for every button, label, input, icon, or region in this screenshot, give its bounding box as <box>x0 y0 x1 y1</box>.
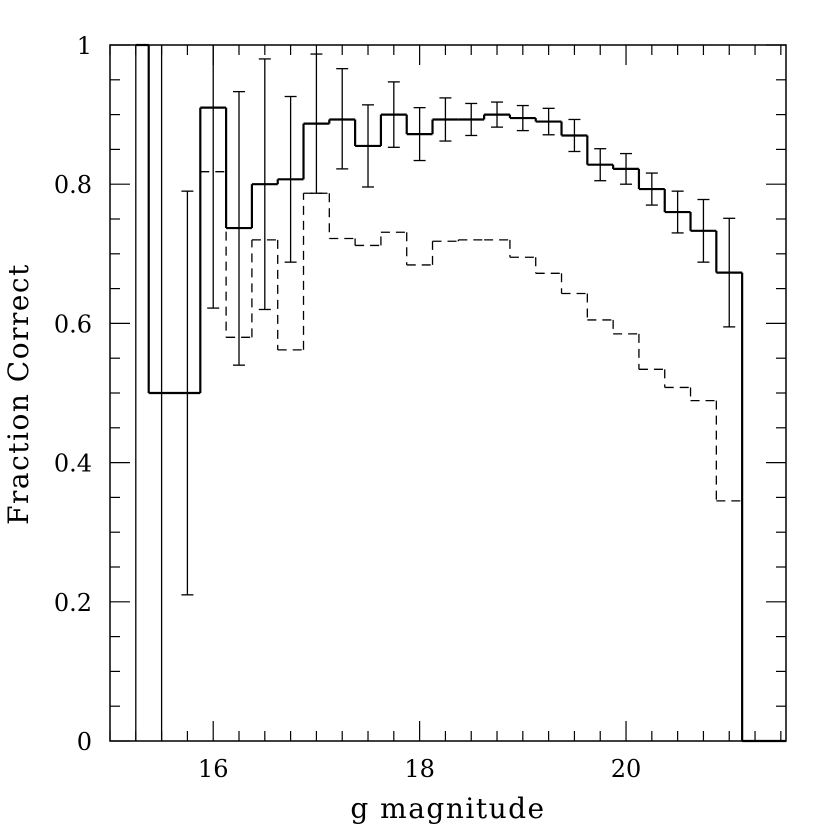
y-tick-label: 0 <box>77 728 92 756</box>
tick-labels: 16 18 20 0 0.2 0.4 0.6 0.8 1 <box>54 32 641 783</box>
x-axis-title: g magnitude <box>350 792 545 825</box>
y-tick-label: 0.4 <box>54 450 92 478</box>
axis-ticks <box>109 44 786 742</box>
plot-frame <box>109 44 787 742</box>
y-tick-label: 0.2 <box>54 589 92 617</box>
x-tick-label: 20 <box>611 755 642 783</box>
y-tick-label: 1 <box>77 32 92 60</box>
y-tick-label: 0.6 <box>54 310 92 338</box>
x-tick-label: 16 <box>198 755 229 783</box>
dashed-series <box>200 171 743 502</box>
solid-series <box>135 43 786 743</box>
plot-series <box>135 43 786 743</box>
x-tick-label: 18 <box>404 755 435 783</box>
error-bars <box>135 45 736 741</box>
y-tick-label: 0.8 <box>54 171 92 199</box>
y-axis-title: Fraction Correct <box>2 263 35 525</box>
